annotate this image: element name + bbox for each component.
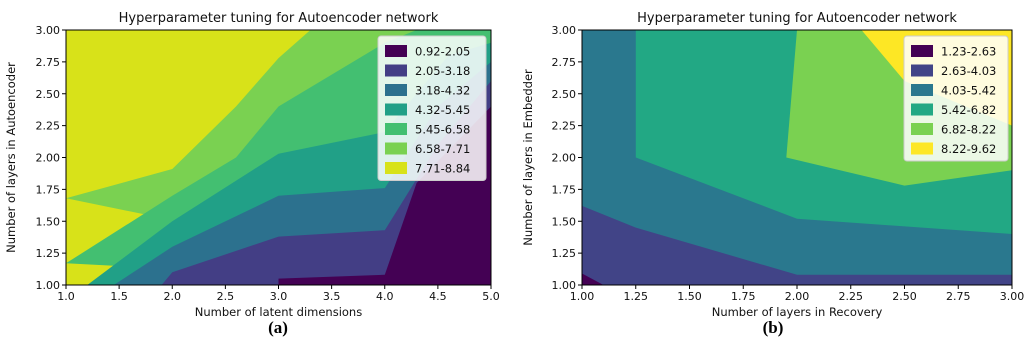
legend-swatch [385,162,407,174]
x-tick-label: 2.5 [217,290,235,303]
legend-label: 7.71-8.84 [415,162,470,176]
x-tick-label: 5.0 [482,290,500,303]
legend-swatch [385,103,407,116]
legend-swatch [385,84,407,96]
x-tick-label: 2.50 [892,290,917,303]
panel-b: 1.00 1.25 1.50 1.75 2.00 2.25 2.50 2.75 3.00 1.00… [517,0,1034,362]
contour-region-2.63-4.03 [582,205,1012,285]
legend-swatch [385,45,407,57]
y-tick-label: 1.25 [36,247,61,260]
legend-label: 3.18-4.32 [415,84,470,98]
legend-swatch [385,142,407,155]
x-tick-label: 3.00 [1000,290,1025,303]
legend-label: 2.63-4.03 [941,64,996,78]
contour-chart-b: 1.00 1.25 1.50 1.75 2.00 2.25 2.50 2.75 3.00 1.00… [521,11,1025,319]
legend-swatch [911,142,933,155]
legend-swatch [385,64,407,77]
legend-swatch [911,123,933,135]
x-tick-label: 2.75 [946,290,971,303]
y-axis-label: Number of layers in Embedder [521,69,535,246]
caption-b: (b) [762,318,784,337]
x-tick-label: 1.25 [624,290,649,303]
x-tick-label: 3.5 [323,290,341,303]
caption-a: (a) [268,318,288,337]
legend-swatch [911,103,933,116]
x-tick-label: 2.0 [164,290,182,303]
y-tick-label: 2.00 [552,152,577,165]
chart-title: Hyperparameter tuning for Autoencoder ne… [119,11,439,26]
x-tick-label: 3.0 [270,290,288,303]
y-tick-label: 2.50 [36,88,61,101]
legend-label: 0.92-2.05 [415,45,470,59]
y-tick-label: 1.25 [552,247,577,260]
legend-label: 4.03-5.42 [941,84,996,98]
x-tick-label: 1.00 [570,290,595,303]
chart-title: Hyperparameter tuning for Autoencoder ne… [637,11,957,26]
y-tick-label: 1.75 [552,183,577,196]
x-tick-label: 1.75 [731,290,756,303]
legend-swatch [911,84,933,96]
y-tick-label: 2.75 [552,56,577,69]
x-tick-label: 2.00 [785,290,810,303]
contour-region-0.92-2.05 [278,106,491,285]
y-tick-label: 2.25 [552,120,577,133]
x-tick-label: 2.25 [839,290,864,303]
y-tick-label: 2.25 [36,120,61,133]
y-tick-label: 1.00 [552,279,577,292]
legend-label: 6.82-8.22 [941,123,996,137]
legend-label: 4.32-5.45 [415,103,470,117]
x-tick-label: 4.5 [429,290,447,303]
y-tick-label: 3.00 [552,24,577,37]
legend-label: 5.45-6.58 [415,123,470,137]
contour-region-1.23-2.63 [582,273,604,285]
legend-swatch [911,64,933,77]
y-tick-label: 2.50 [552,88,577,101]
x-tick-label: 1.50 [677,290,702,303]
legend-label: 8.22-9.62 [941,142,996,156]
y-axis-label: Number of layers in Autoencoder [4,62,18,253]
legend-label: 1.23-2.63 [941,45,996,59]
legend-label: 2.05-3.18 [415,64,470,78]
legend-label: 5.42-6.82 [941,103,996,117]
x-tick-label: 1.5 [110,290,128,303]
x-tick-label: 4.0 [376,290,394,303]
y-tick-label: 2.00 [36,152,61,165]
y-tick-label: 1.50 [36,215,61,228]
panel-a: 1.0 1.5 2.0 2.5 3.0 3.5 4.0 4.5 5.0 1.00 1.25 1.50 1… [4,11,500,337]
y-tick-label: 1.75 [36,183,61,196]
y-tick-label: 1.00 [36,279,61,292]
x-tick-label: 1.0 [57,290,75,303]
legend-swatch [385,123,407,135]
legend-swatch [911,45,933,57]
y-tick-label: 2.75 [36,56,61,69]
legend-label: 6.58-7.71 [415,142,470,156]
x-axis-label: Number of layers in Recovery [712,305,883,319]
x-axis-label: Number of latent dimensions [195,305,362,319]
contour-chart-a: 1.0 1.5 2.0 2.5 3.0 3.5 4.0 4.5 5.0 1.00 1.25 1.50 1… [4,11,500,319]
y-tick-label: 3.00 [36,24,61,37]
y-tick-label: 1.50 [552,215,577,228]
